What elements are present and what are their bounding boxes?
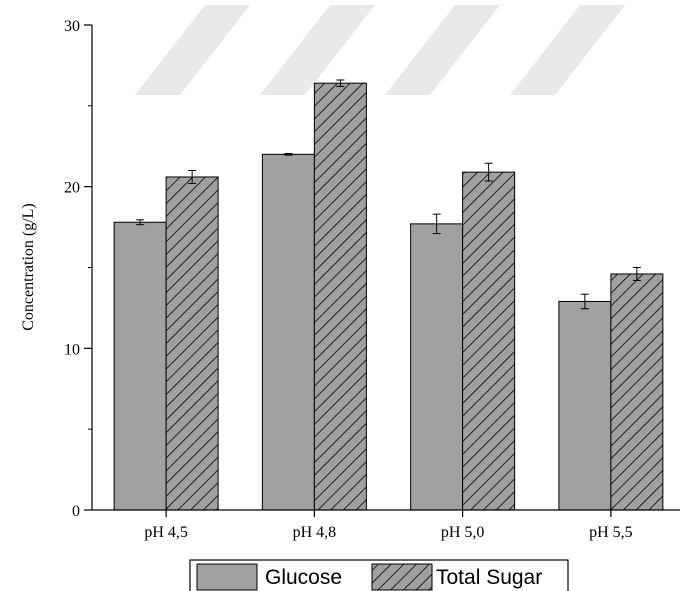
bar-total-sugar xyxy=(313,82,367,511)
legend-swatch-glucose xyxy=(196,563,258,591)
y-tick-label: 20 xyxy=(64,180,80,197)
y-tick-label: 10 xyxy=(64,341,80,358)
bar-glucose xyxy=(410,223,464,511)
y-ticks: 0 10 20 30 xyxy=(64,18,92,520)
x-tick-label: pH 4,5 xyxy=(144,524,188,541)
legend-swatch-total-sugar xyxy=(371,563,433,591)
bar-glucose xyxy=(261,153,315,511)
bar-total-sugar xyxy=(165,176,219,511)
bar-total-sugar xyxy=(610,273,664,511)
legend: Glucose Total Sugar xyxy=(189,559,569,591)
bar-glucose xyxy=(558,300,612,511)
bar-glucose xyxy=(113,221,167,511)
legend-label-glucose: Glucose xyxy=(265,566,342,589)
x-ticks: pH 4,5 pH 4,8 pH 5,0 pH 5,5 xyxy=(144,510,633,541)
legend-label-total-sugar: Total Sugar xyxy=(436,566,542,589)
bar-total-sugar xyxy=(462,171,516,511)
y-tick-label: 30 xyxy=(64,18,80,35)
y-tick-label: 0 xyxy=(72,503,80,520)
error-bars-layer xyxy=(136,79,641,310)
x-tick-label: pH 5,0 xyxy=(441,524,485,541)
bars-layer xyxy=(113,82,664,511)
x-tick-label: pH 5,5 xyxy=(589,524,633,541)
x-tick-label: pH 4,8 xyxy=(293,524,337,541)
y-axis-label: Concentration (g/L) xyxy=(20,203,37,331)
background-watermark xyxy=(135,5,625,95)
